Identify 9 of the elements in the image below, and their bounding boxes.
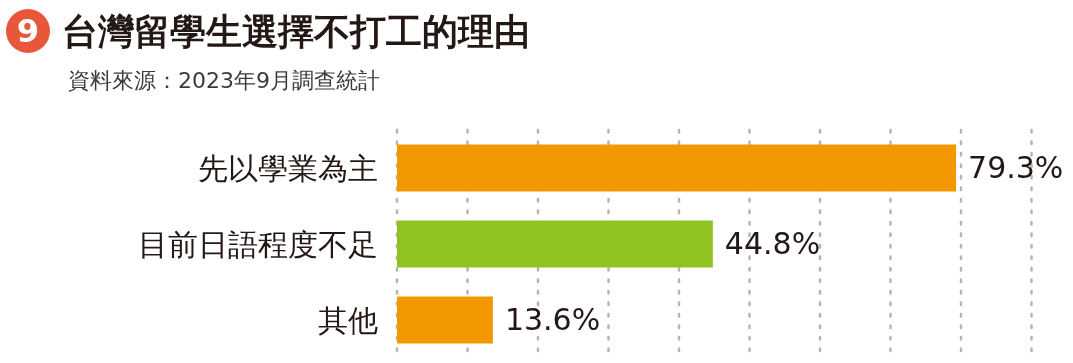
y-tick-label: 先以學業為主 [198,151,378,186]
y-tick-label: 目前日語程度不足 [138,227,378,262]
annotation: 9 [6,9,50,53]
data-label: 44.8% [724,226,821,261]
y-tick-label: 其他 [318,303,378,338]
data-label: 79.3% [968,150,1064,185]
chart-subtitle: 資料來源：2023年9月調查統計 [68,68,380,93]
chart-title: 台灣留學生選擇不打工的理由 [62,11,530,52]
data-label: 13.6% [504,302,601,337]
